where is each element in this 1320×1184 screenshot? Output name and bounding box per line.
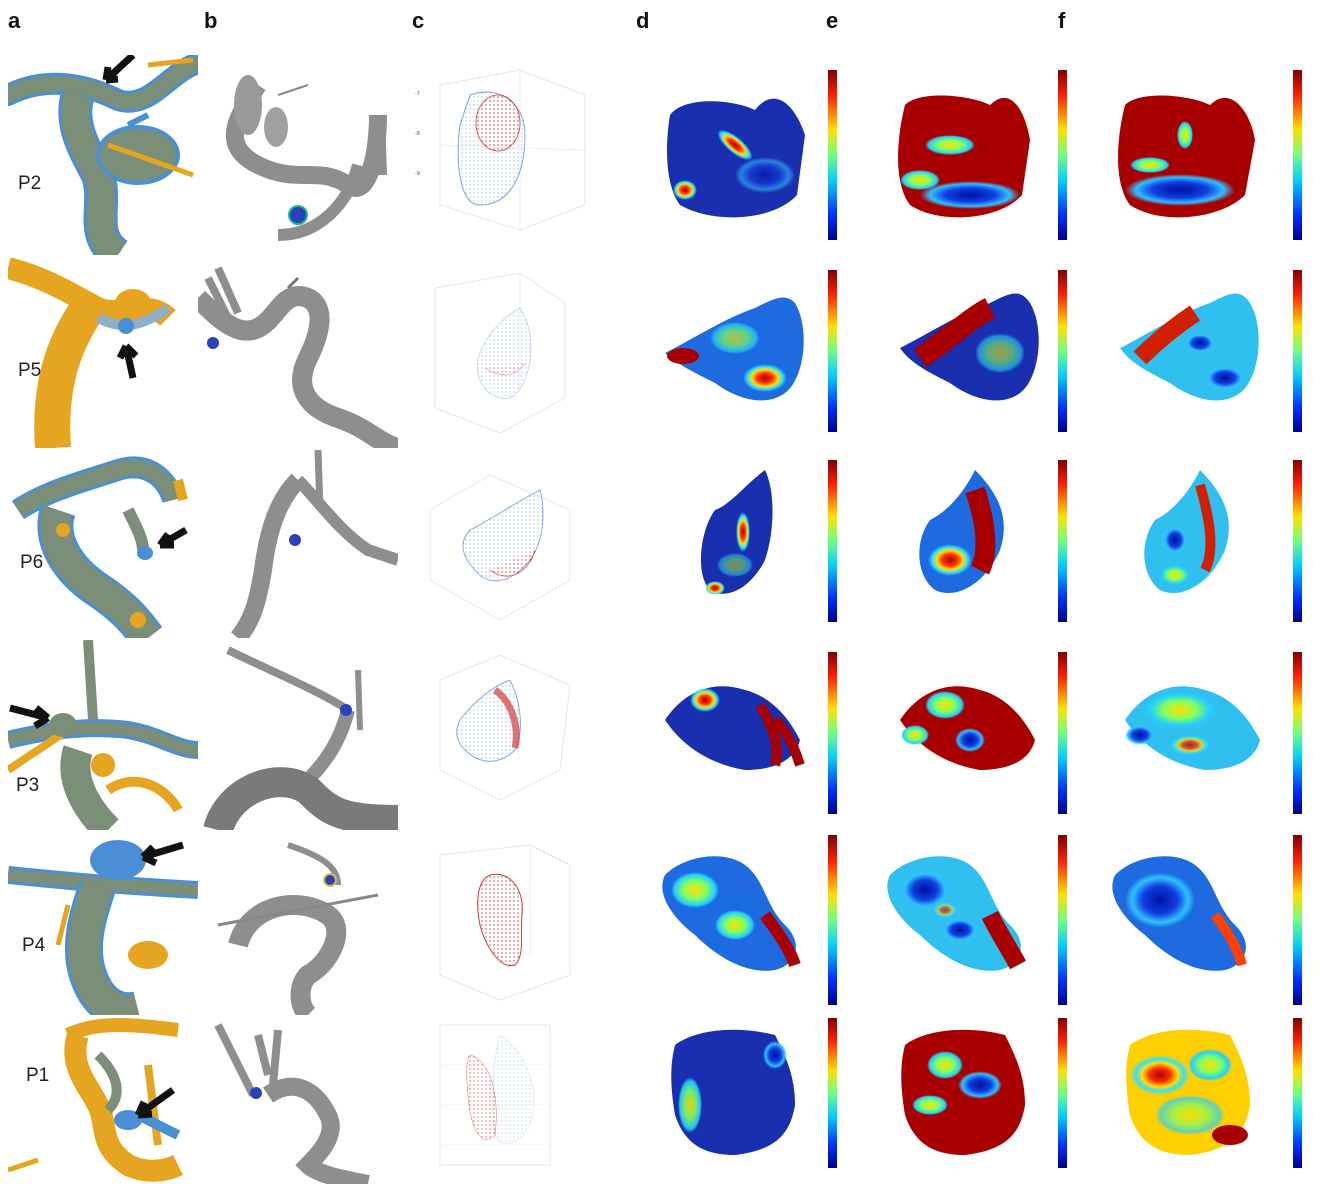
panel-e-row5	[850, 835, 1075, 1015]
panel-a-row3: P6	[8, 450, 198, 638]
panel-c-row4	[400, 640, 600, 830]
panel-e-row4	[850, 640, 1075, 830]
panel-f-row1	[1080, 55, 1305, 255]
panel-b-row2	[198, 258, 398, 448]
panel-b-row4	[198, 640, 398, 830]
panel-f-row4	[1080, 640, 1305, 830]
panel-d-row2	[625, 258, 850, 448]
panel-d-row3	[625, 450, 850, 638]
arrow-icon	[160, 530, 186, 545]
arrow-icon	[106, 55, 133, 80]
panel-b-row6	[198, 1015, 398, 1184]
panel-d-row4	[625, 640, 850, 830]
arrow-icon	[143, 845, 183, 863]
panel-b-row1	[198, 55, 398, 255]
column-label-f: f	[1058, 8, 1065, 34]
panel-c-row5	[400, 835, 600, 1015]
panel-d-row5	[625, 835, 850, 1015]
panel-c-row6	[400, 1015, 600, 1184]
patient-label: P3	[16, 775, 39, 797]
panel-c-row3	[400, 450, 600, 638]
panel-d-row6	[625, 1015, 850, 1184]
column-label-b: b	[204, 8, 217, 34]
arrow-icon	[10, 708, 48, 726]
patient-label: P2	[18, 173, 41, 195]
arrow-icon	[120, 346, 136, 378]
panel-a-row6: P1	[8, 1015, 198, 1184]
panel-f-row6	[1080, 1015, 1305, 1184]
panel-c-row1: -7 -8 -9	[400, 55, 600, 255]
panel-e-row6	[850, 1015, 1075, 1184]
patient-label: P5	[18, 360, 41, 382]
patient-label: P1	[26, 1065, 49, 1087]
panel-a-row5: P4	[8, 835, 198, 1015]
panel-b-row5	[198, 835, 398, 1015]
panel-e-row2	[850, 258, 1075, 448]
column-label-c: c	[412, 8, 424, 34]
panel-f-row2	[1080, 258, 1305, 448]
svg-text:-7: -7	[415, 91, 420, 97]
patient-label: P4	[22, 935, 45, 957]
panel-e-row3	[850, 450, 1075, 638]
panel-a-row2: P5	[8, 258, 198, 448]
column-label-a: a	[8, 8, 20, 34]
panel-e-row1	[850, 55, 1075, 255]
panel-b-row3	[198, 450, 398, 638]
panel-c-row2	[400, 258, 600, 448]
panel-f-row5	[1080, 835, 1305, 1015]
panel-a-row4: P3	[8, 640, 198, 830]
panel-f-row3	[1080, 450, 1305, 638]
column-label-d: d	[636, 8, 649, 34]
svg-text:-9: -9	[415, 171, 420, 177]
svg-text:-8: -8	[415, 131, 420, 137]
panel-a-row1: P2	[8, 55, 198, 255]
column-label-e: e	[826, 8, 838, 34]
patient-label: P6	[20, 552, 43, 574]
panel-d-row1	[625, 55, 850, 255]
